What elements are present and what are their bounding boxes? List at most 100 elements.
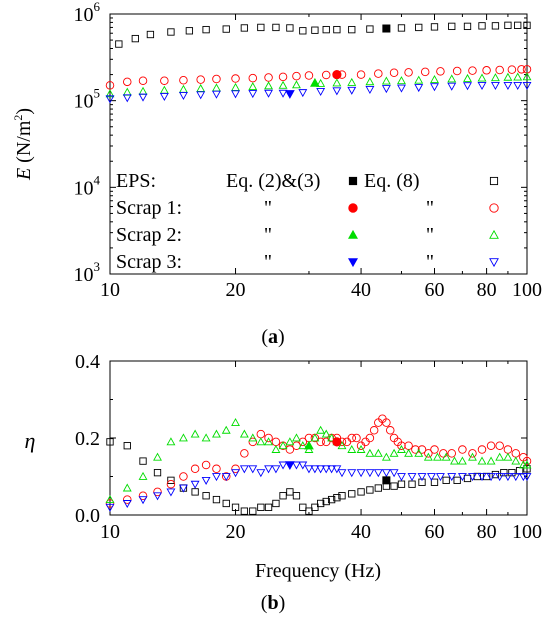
legend-col-header-eq8: Eq. (8) (364, 170, 420, 192)
a-point-eps (272, 23, 280, 32)
b-point-scrap-2 (178, 433, 188, 442)
a-point-scrap-3 (490, 82, 500, 91)
legend-ditto: " (264, 197, 272, 219)
b-point-scrap-1 (397, 441, 406, 450)
b-point-eps (167, 476, 175, 484)
legend-ditto: " (426, 197, 434, 219)
a-point-scrap-2 (278, 80, 288, 89)
b-point-scrap-3 (447, 473, 457, 482)
a-point-scrap-3 (196, 91, 206, 100)
b-point-scrap-1 (166, 479, 176, 489)
b-point-scrap-1 (486, 441, 496, 450)
b-y-tick-label: 0.0 (75, 505, 100, 527)
b-point-scrap-2 (511, 456, 521, 465)
a-point-scrap-3 (122, 94, 132, 103)
a-point-scrap-1 (321, 70, 331, 80)
b-point-scrap-3 (503, 473, 513, 482)
a-point-scrap-1 (138, 76, 148, 85)
b-point-eps (316, 499, 325, 508)
y-label-symbol: E (13, 168, 35, 181)
a-point-eps (322, 25, 330, 34)
a-point-scrap-3 (414, 84, 424, 93)
a-point-scrap-2 (513, 72, 523, 81)
b-point-eps (515, 467, 524, 475)
b-point-scrap-3 (231, 469, 240, 478)
legend-ditto: " (264, 251, 272, 273)
a-point-scrap-2 (477, 73, 487, 82)
a-point-scrap-1 (231, 74, 240, 83)
b-y-tick-label: 0.2 (75, 428, 100, 450)
a-point-scrap-3 (397, 84, 406, 93)
b-point-scrap-3 (365, 469, 375, 478)
b-point-scrap-2 (414, 448, 424, 457)
legend-marker-filled (348, 176, 358, 186)
a-point-scrap-2 (463, 73, 472, 82)
a-point-eps (286, 24, 294, 32)
b-point-scrap-3 (271, 465, 281, 474)
b-point-scrap-1 (352, 433, 361, 443)
a-point-scrap-1 (389, 68, 399, 77)
b-point-eps (264, 503, 273, 511)
b-point-scrap-2 (503, 452, 513, 461)
b-point-scrap-1 (316, 437, 325, 447)
a-y-tick-label: 105 (74, 86, 101, 113)
b-point-scrap-3 (248, 465, 258, 474)
b-point-scrap-1 (298, 437, 308, 447)
panel-a-marks (105, 21, 532, 104)
a-point-scrap-3 (477, 82, 487, 91)
a-point-scrap-2 (196, 83, 206, 92)
a-point-scrap-3 (447, 82, 457, 91)
b-point-scrap-2 (256, 437, 266, 446)
b-point-scrap-1 (424, 449, 433, 458)
b-point-scrap-2 (231, 417, 240, 426)
a-point-scrap-1 (292, 71, 301, 81)
b-point-scrap-1 (511, 449, 521, 458)
a-point-scrap-1 (304, 71, 314, 80)
y-label-unit: (N/m (13, 120, 35, 168)
panel-a-y-axis-label: E (N/m2) (11, 108, 35, 181)
a-point-eps (167, 28, 175, 36)
b-point-scrap-2 (264, 437, 273, 446)
b-point-eps (357, 488, 365, 496)
b-point-scrap-1 (123, 495, 132, 504)
b-point-scrap-3 (221, 473, 231, 482)
b-point-scrap-1 (404, 441, 413, 450)
panel-a-axes: 10 20 40 60 80 100 103 104 105 106 (74, 0, 543, 301)
b-point-scrap-3 (292, 461, 301, 470)
a-point-eps (504, 21, 512, 29)
b-point-scrap-1 (190, 464, 200, 474)
a-point-scrap-2 (414, 75, 424, 84)
a-point-scrap-2 (231, 82, 240, 91)
b-point-scrap-1 (105, 499, 115, 508)
b-point-eps (397, 480, 406, 488)
a-point-scrap-2 (522, 72, 532, 81)
b-point-eps (338, 492, 346, 500)
a-point-scrap-2 (447, 74, 457, 83)
b-point-scrap-3 (337, 469, 347, 478)
b-point-scrap-2 (404, 448, 414, 457)
a-point-scrap-3 (463, 82, 472, 91)
panel-a-legend: Eq. (2)&(3) Eq. (8) EPS: Scrap 1: " " Scrap 2:… (116, 170, 499, 273)
b-point-scrap-1 (179, 472, 188, 481)
b-x-tick-label: 40 (351, 521, 371, 543)
b-point-scrap-1 (369, 426, 379, 435)
b-point-scrap-3 (285, 461, 295, 471)
a-x-tick-label: 60 (424, 279, 444, 301)
a-point-scrap-3 (264, 89, 273, 98)
b-point-eps (153, 469, 162, 477)
b-point-scrap-2 (310, 433, 320, 442)
b-point-scrap-2 (304, 440, 314, 450)
b-point-scrap-2 (278, 441, 288, 450)
b-point-scrap-3 (356, 469, 366, 478)
b-point-eps (382, 476, 391, 485)
b-point-eps (408, 480, 416, 488)
legend-marker-filled (348, 229, 358, 239)
a-point-scrap-3 (381, 85, 391, 94)
a-point-scrap-1 (495, 65, 504, 75)
b-point-scrap-2 (365, 448, 375, 457)
b-point-scrap-3 (397, 473, 406, 482)
b-point-scrap-3 (122, 500, 132, 509)
legend-row-label: Scrap 1: (116, 197, 182, 219)
